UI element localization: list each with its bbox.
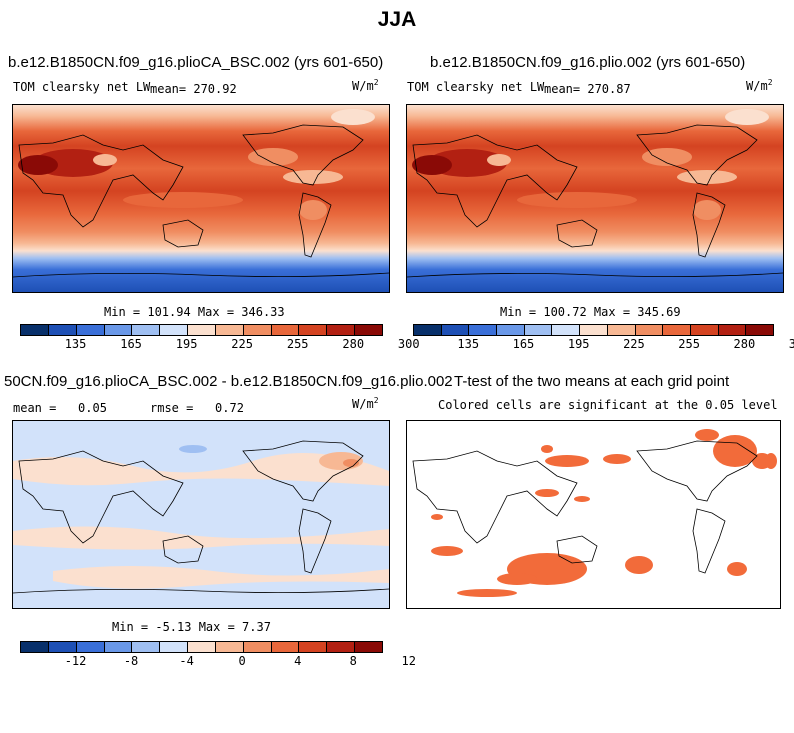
panel3-minmax: Min = -5.13 Max = 7.37 xyxy=(112,620,271,634)
panel4-subtitle: Colored cells are significant at the 0.0… xyxy=(438,398,778,412)
colorbar-tick-label: 135 xyxy=(64,337,87,351)
colorbar-swatch xyxy=(104,642,133,652)
colorbar-swatch xyxy=(327,642,356,652)
colorbar-swatch xyxy=(271,642,300,652)
colorbar-tick-label: -4 xyxy=(179,654,194,668)
colorbar-swatch xyxy=(414,325,442,335)
colorbar-swatch xyxy=(160,325,189,335)
colorbar-tick-label: 195 xyxy=(567,337,590,351)
colorbar-tick-label: 255 xyxy=(286,337,309,351)
colorbar-swatch xyxy=(441,325,470,335)
colorbar-tick-label: 255 xyxy=(678,337,700,351)
panel1-mean: mean= 270.92 xyxy=(150,82,237,96)
colorbar-tick-label: 300 xyxy=(397,337,420,351)
colorbar-tick-label: 12 xyxy=(401,654,416,668)
colorbar-swatch xyxy=(299,642,328,652)
panel2-map xyxy=(406,104,784,293)
panel2-title: b.e12.B1850CN.f09_g16.plio.002 (yrs 601-… xyxy=(430,54,746,71)
colorbar-tick-label: 195 xyxy=(175,337,198,351)
colorbar-swatch xyxy=(327,325,356,335)
colorbar-swatch xyxy=(76,325,105,335)
colorbar-tick-label: 4 xyxy=(294,654,302,668)
colorbar-swatch xyxy=(243,325,272,335)
colorbar-tick-label: 8 xyxy=(349,654,357,668)
colorbar-swatch xyxy=(188,325,216,335)
colorbar-swatch xyxy=(215,325,244,335)
colorbar-swatch xyxy=(76,642,105,652)
colorbar-swatch xyxy=(21,325,49,335)
colorbar-tick-label: 280 xyxy=(733,337,756,351)
colorbar-tick-label: 0 xyxy=(238,654,246,668)
panel1-title: b.e12.B1850CN.f09_g16.plioCA_BSC.002 (yr… xyxy=(8,54,384,71)
colorbar-tick-label: 165 xyxy=(512,337,535,351)
panel4-map xyxy=(406,420,781,609)
panel1-minmax: Min = 101.94 Max = 346.33 xyxy=(104,305,285,319)
panel1-map xyxy=(12,104,390,293)
colorbar-tick-label: 165 xyxy=(120,337,142,351)
panel1-colorbar xyxy=(20,324,383,336)
panel2-mean: mean= 270.87 xyxy=(544,82,631,96)
panel2-colorbar xyxy=(413,324,774,336)
colorbar-swatch xyxy=(48,642,77,652)
colorbar-swatch xyxy=(469,325,498,335)
colorbar-swatch xyxy=(21,642,49,652)
colorbar-swatch xyxy=(718,325,747,335)
colorbar-swatch xyxy=(524,325,553,335)
colorbar-swatch xyxy=(104,325,133,335)
panel3-map xyxy=(12,420,390,609)
panel3-colorbar-ticks: -12 -8 -4 0 4 8 12 xyxy=(20,654,416,670)
colorbar-swatch xyxy=(188,642,216,652)
colorbar-tick-label: -12 xyxy=(64,654,87,668)
panel2-minmax: Min = 100.72 Max = 345.69 xyxy=(500,305,681,319)
colorbar-swatch xyxy=(552,325,581,335)
colorbar-swatch xyxy=(48,325,77,335)
colorbar-swatch xyxy=(355,325,382,335)
colorbar-tick-label: 280 xyxy=(342,337,365,351)
colorbar-tick-label: 300 xyxy=(788,337,794,351)
panel3-colorbar xyxy=(20,641,383,653)
figure-title: JJA xyxy=(377,8,417,31)
colorbar-swatch xyxy=(607,325,636,335)
colorbar-swatch xyxy=(497,325,525,335)
panel1-colorbar-ticks: 135 165 195 225 255 280 300 xyxy=(20,337,420,353)
panel3-title: 50CN.f09_g16.plioCA_BSC.002 - b.e12.B185… xyxy=(4,373,453,390)
colorbar-swatch xyxy=(690,325,719,335)
colorbar-swatch xyxy=(299,325,328,335)
panel3-rmse: rmse = 0.72 xyxy=(150,401,244,415)
colorbar-swatch xyxy=(355,642,382,652)
colorbar-tick-label: 135 xyxy=(457,337,480,351)
colorbar-swatch xyxy=(635,325,664,335)
colorbar-tick-label: -8 xyxy=(123,654,139,668)
colorbar-swatch xyxy=(271,325,300,335)
panel2-variable: TOM clearsky net LW xyxy=(407,80,545,94)
colorbar-swatch xyxy=(663,325,691,335)
colorbar-swatch xyxy=(132,325,161,335)
colorbar-tick-label: 225 xyxy=(623,337,645,351)
colorbar-swatch xyxy=(243,642,272,652)
colorbar-tick-label: 225 xyxy=(231,337,253,351)
colorbar-swatch xyxy=(215,642,244,652)
panel2-units: W/m2 xyxy=(746,78,773,93)
panel3-units: W/m2 xyxy=(352,396,379,411)
panel4-title: T-test of the two means at each grid poi… xyxy=(454,373,730,390)
colorbar-swatch xyxy=(580,325,608,335)
panel3-mean: mean = 0.05 xyxy=(13,401,107,415)
panel2-colorbar-ticks: 135 165 195 225 255 280 300 xyxy=(413,337,794,353)
colorbar-swatch xyxy=(160,642,189,652)
colorbar-swatch xyxy=(746,325,773,335)
panel1-variable: TOM clearsky net LW xyxy=(13,80,151,94)
colorbar-swatch xyxy=(132,642,161,652)
panel1-units: W/m2 xyxy=(352,78,379,93)
